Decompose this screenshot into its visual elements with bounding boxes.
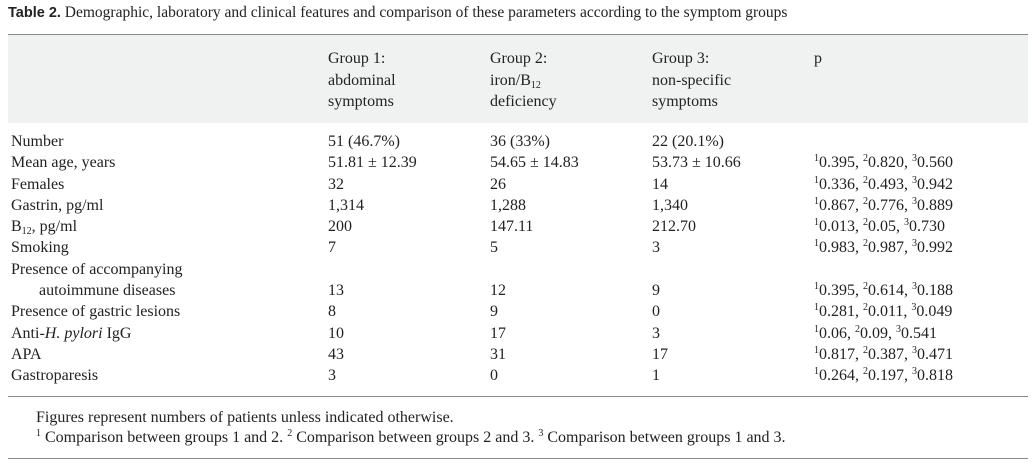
table-row-smoking: Smoking 7 5 3 10.983, 20.987, 30.992 — [8, 237, 1028, 258]
group3-value: 17 — [652, 345, 668, 363]
table-row-number: Number 51 (46.7%) 36 (33%) 22 (20.1%) — [8, 131, 1028, 152]
group1-value: 10 — [328, 324, 344, 342]
group2-value: 5 — [490, 239, 498, 257]
header-p: p — [814, 50, 822, 67]
group1-value: 13 — [328, 282, 344, 300]
group2-value: 26 — [490, 175, 506, 193]
header-group1: Group 1: abdominal symptoms — [328, 50, 396, 110]
row-label: Presence of gastric lesions — [11, 303, 181, 321]
group3-value: 1,340 — [652, 196, 688, 214]
p-values: 10.336, 20.493, 30.942 — [814, 174, 953, 193]
row-label: Presence of accompanying autoimmune disea… — [11, 260, 183, 300]
group3-value: 3 — [652, 324, 660, 342]
group3-value: 1 — [652, 367, 660, 385]
row-label: Number — [11, 133, 64, 150]
row-label: Mean age, years — [11, 154, 116, 172]
p-values: 10.983, 20.987, 30.992 — [814, 238, 953, 257]
p-values: 10.013, 20.05, 30.730 — [814, 217, 945, 236]
table-row-gastric-lesions: Presence of gastric lesions 8 9 0 10.281, 20… — [8, 301, 1028, 322]
table-row-b12: B12, pg/ml 200 147.11 212.70 10.013, 20.05, … — [8, 216, 1028, 237]
group1-value: 43 — [328, 345, 344, 363]
row-label: Smoking — [11, 239, 69, 257]
group3-value: 3 — [652, 239, 660, 257]
row-label: B12, pg/ml — [11, 218, 78, 238]
group1-value: 8 — [328, 303, 336, 321]
table-row-females: Females 32 26 14 10.336, 20.493, 30.942 — [8, 174, 1028, 195]
table-row-gastroparesis: Gastroparesis 3 0 1 10.264, 20.197, 30.818 — [8, 365, 1028, 386]
group1-value: 3 — [328, 367, 336, 385]
group3-value: 9 — [652, 282, 660, 300]
p-values: 10.395, 20.820, 30.560 — [814, 153, 953, 172]
row-label: APA — [11, 345, 42, 363]
table-bottom-rule — [8, 396, 1028, 397]
row-label: Anti-H. pylori IgG — [11, 324, 132, 342]
group2-value: 36 (33%) — [490, 133, 550, 150]
table-row-anti-hpylori: Anti-H. pylori IgG 10 17 3 10.06, 20.09, 30.… — [8, 323, 1028, 344]
p-values: 10.817, 20.387, 30.471 — [814, 344, 953, 363]
p-values: 10.264, 20.197, 30.818 — [814, 366, 953, 385]
row-label: Gastroparesis — [11, 367, 99, 385]
table-row-mean-age: Mean age, years 51.81 ± 12.39 54.65 ± 14.8… — [8, 152, 1028, 173]
table-body: Number 51 (46.7%) 36 (33%) 22 (20.1%) Mean a… — [8, 131, 1028, 387]
group3-value: 14 — [652, 175, 668, 193]
group2-value: 12 — [490, 282, 506, 300]
footnote-comparisons: 1 Comparison between groups 1 and 2. 2 C… — [36, 428, 786, 447]
group1-value: 51.81 ± 12.39 — [328, 154, 417, 172]
table-caption: Table 2. Demographic, laboratory and cli… — [8, 4, 787, 22]
group2-value: 147.11 — [490, 218, 534, 236]
group2-value: 54.65 ± 14.83 — [490, 154, 579, 172]
table-row-autoimmune: Presence of accompanying autoimmune disea… — [8, 259, 1028, 302]
table-caption-label: Table 2. — [8, 5, 61, 21]
group3-value: 0 — [652, 303, 660, 321]
table-row-gastrin: Gastrin, pg/ml 1,314 1,288 1,340 10.867, 20.… — [8, 195, 1028, 216]
group1-value: 51 (46.7%) — [328, 133, 400, 150]
group2-value: 17 — [490, 324, 506, 342]
group3-value: 212.70 — [652, 218, 696, 236]
group3-value: 22 (20.1%) — [652, 133, 724, 150]
page-bottom-rule — [8, 458, 1028, 459]
p-values: 10.867, 20.776, 30.889 — [814, 195, 953, 214]
table-caption-text: Demographic, laboratory and clinical fea… — [60, 4, 788, 21]
header-group3: Group 3: non-specific symptoms — [652, 50, 732, 110]
group2-value: 0 — [490, 367, 498, 385]
row-label: Females — [11, 175, 65, 193]
p-values: 10.281, 20.011, 30.049 — [814, 302, 953, 321]
group1-value: 200 — [328, 218, 352, 236]
group3-value: 53.73 ± 10.66 — [652, 154, 741, 172]
group1-value: 7 — [328, 239, 336, 257]
group1-value: 1,314 — [328, 196, 364, 214]
header-group2: Group 2: iron/B12 deficiency — [490, 50, 557, 110]
p-values: 10.06, 20.09, 30.541 — [814, 323, 937, 342]
group2-value: 1,288 — [490, 196, 526, 214]
row-label: Gastrin, pg/ml — [11, 196, 104, 214]
group2-value: 31 — [490, 345, 506, 363]
table-row-apa: APA 43 31 17 10.817, 20.387, 30.471 — [8, 344, 1028, 365]
footnote-note: Figures represent numbers of patients un… — [36, 409, 454, 426]
group2-value: 9 — [490, 303, 498, 321]
group1-value: 32 — [328, 175, 344, 193]
table-header-band — [8, 34, 1028, 123]
p-values: 10.395, 20.614, 30.188 — [814, 281, 953, 300]
